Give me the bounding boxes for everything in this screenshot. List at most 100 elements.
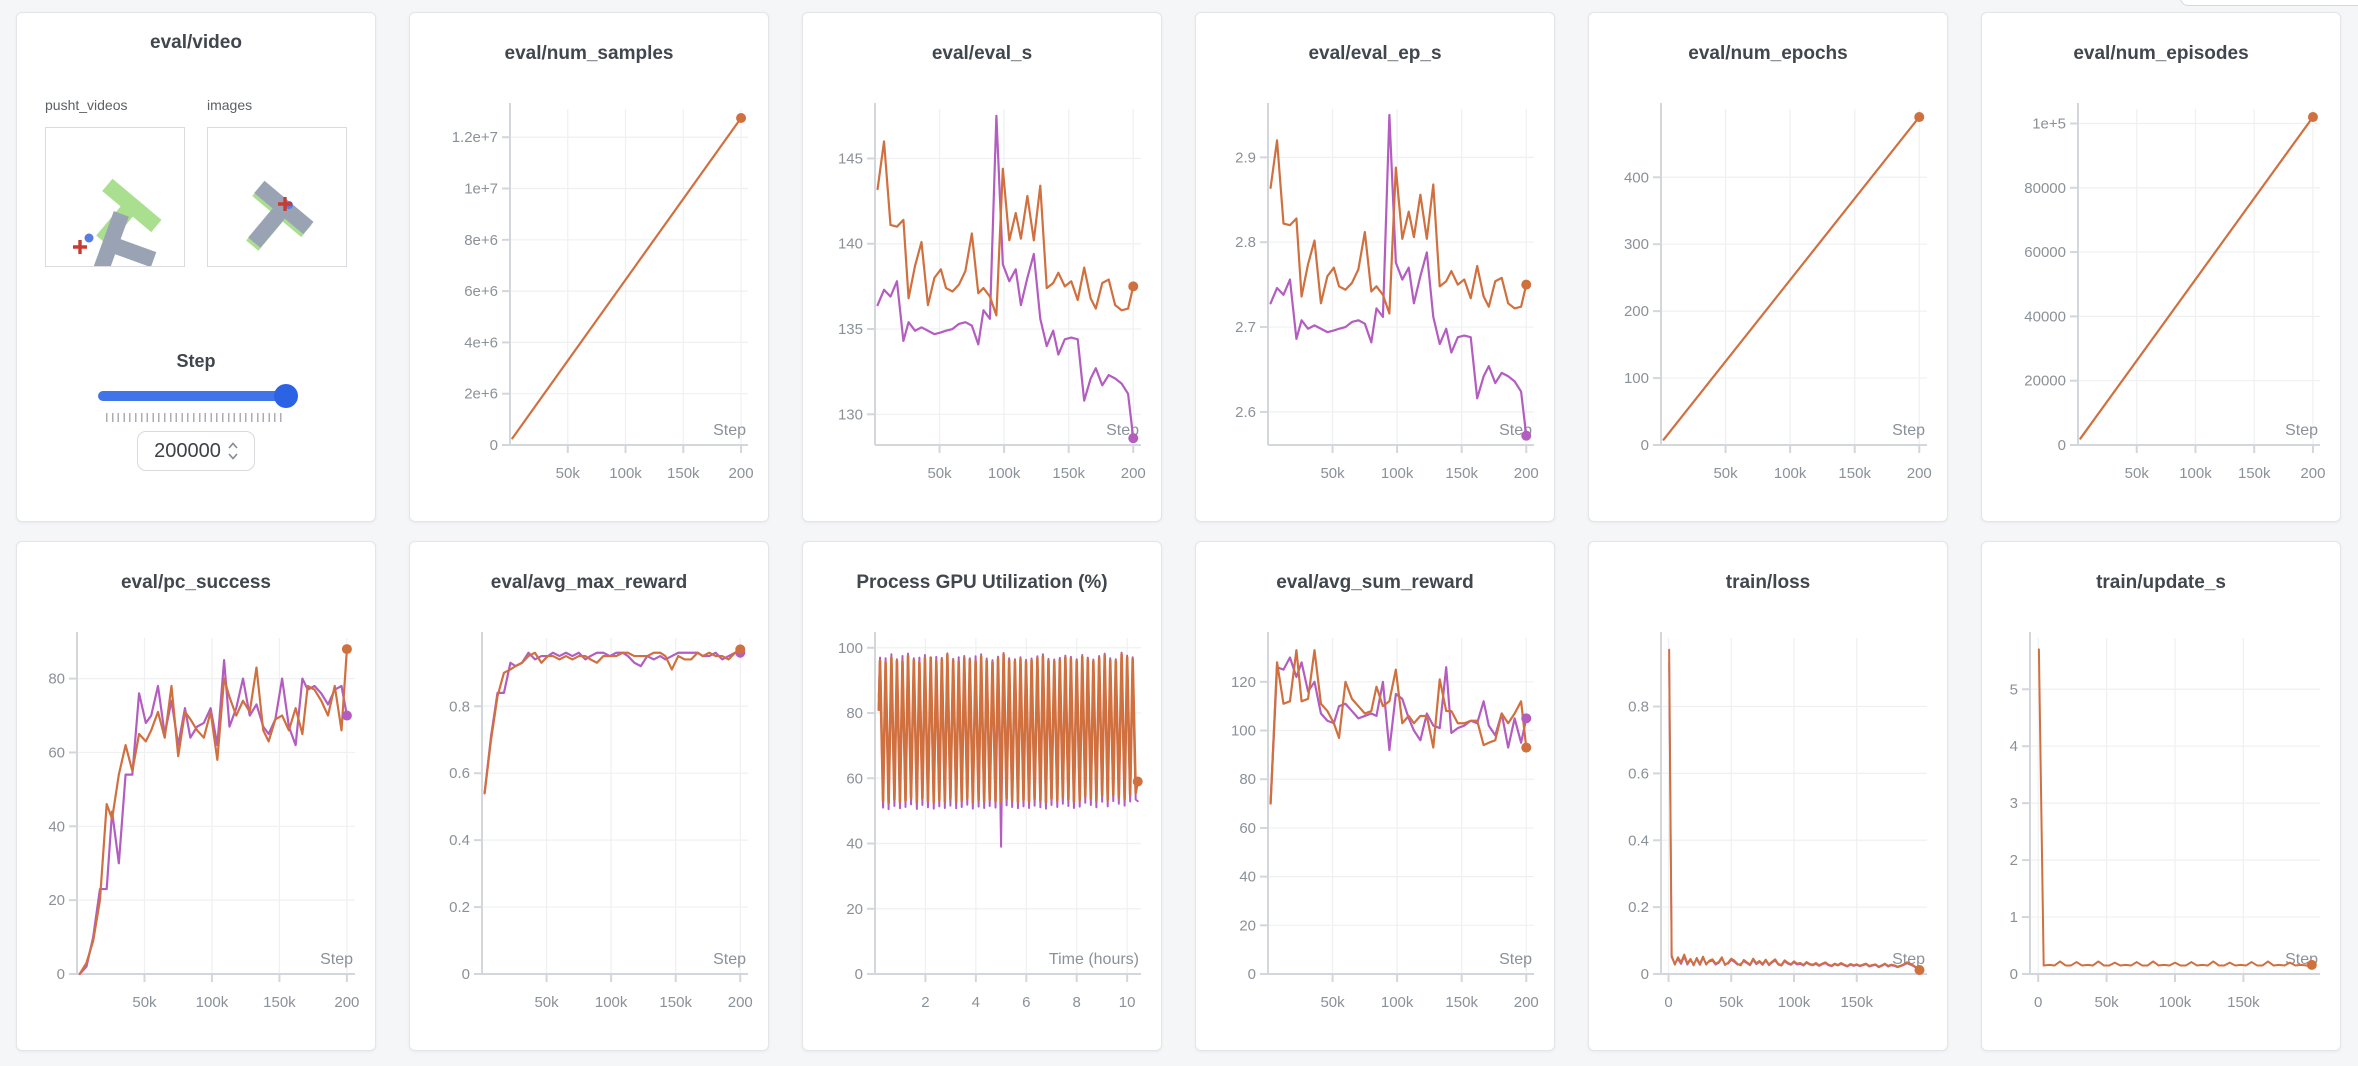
x-tick-label: 150k <box>1445 994 1478 1011</box>
slider-tick-ruler <box>106 413 286 422</box>
chart-eval-eval-s[interactable]: 50k 100k 150k 200 130 135 140 145 Step <box>803 95 1161 521</box>
x-tick-label: 200 <box>1907 465 1932 482</box>
chart-eval-eval-ep-s[interactable]: 50k 100k 150k 200 2.6 2.7 2.8 2.9 Step <box>1196 95 1554 521</box>
media-item-pusht-videos: pusht_videos <box>45 97 185 277</box>
chart-gpu-utilization[interactable]: 2 4 6 8 10 0 20 40 60 80 100 Time (hours) <box>803 624 1161 1050</box>
x-tick-label: 10 <box>1119 994 1136 1011</box>
chart-train-update-s[interactable]: 0 50k 100k 150k 0 1 2 3 4 5 Step <box>1982 624 2340 1050</box>
x-tick-label: 200 <box>1514 465 1539 482</box>
x-axis-label: Step <box>320 951 353 968</box>
gray-object-t-shape <box>248 180 314 248</box>
y-tick-label: 20 <box>846 901 863 918</box>
series-orange-run <box>2037 648 2313 967</box>
step-slider[interactable] <box>98 384 298 408</box>
x-tick-label: 150k <box>1838 465 1871 482</box>
chart-title: train/loss <box>1725 572 1811 593</box>
slider-knob[interactable] <box>274 384 298 408</box>
chart-eval-num-epochs[interactable]: 50k 100k 150k 200 0 100 200 300 400 Step <box>1589 95 1947 521</box>
y-tick-label: 8e+6 <box>464 232 498 249</box>
panel-eval-avg-sum-reward: eval/avg_sum_reward 50k 100k 150k 200 0 20 40 6… <box>1195 541 1555 1051</box>
x-axis-label: Step <box>713 951 746 968</box>
line-chart-svg[interactable]: 0 50k 100k 150k 0 0.2 0.4 0.6 0.8 Step <box>1589 624 1948 1050</box>
chart-title: eval/avg_max_reward <box>490 572 688 593</box>
x-tick-label: 0 <box>1664 994 1672 1011</box>
line-chart-svg[interactable]: 50k 100k 150k 200 0 20 40 60 80 100 120 Step <box>1196 624 1555 1050</box>
chart-eval-pc-success[interactable]: 50k 100k 150k 200 0 20 40 60 80 Step <box>17 624 375 1050</box>
chart-eval-avg-sum-reward[interactable]: 50k 100k 150k 200 0 20 40 60 80 100 120 Step <box>1196 624 1554 1050</box>
y-tick-label: 0 <box>462 966 470 983</box>
chart-title: eval/avg_sum_reward <box>1276 572 1474 593</box>
series-purple-run <box>483 651 742 795</box>
line-chart-svg[interactable]: 50k 100k 150k 200 0 20 40 60 80 Step <box>17 624 376 1050</box>
latest-point-dot-orange-run <box>736 112 747 123</box>
x-tick-label: 150k <box>263 994 296 1011</box>
x-tick-label: 6 <box>1022 994 1030 1011</box>
y-tick-label: 0 <box>1248 966 1256 983</box>
x-tick-label: 50k <box>2125 465 2150 482</box>
y-tick-label: 135 <box>838 321 863 338</box>
series-orange-run <box>1269 649 1528 805</box>
y-tick-label: 5 <box>2010 681 2018 698</box>
chart-title: eval/num_epochs <box>1688 43 1848 64</box>
chart-eval-avg-max-reward[interactable]: 50k 100k 150k 200 0 0.2 0.4 0.6 0.8 Step <box>410 624 768 1050</box>
line-chart-svg[interactable]: 50k 100k 150k 200 0 2e+6 4e+6 6e+6 8e+6 1e+7 1.2e+… <box>410 95 769 521</box>
y-tick-label: 20000 <box>2024 373 2066 390</box>
chart-title: train/update_s <box>2096 572 2226 593</box>
x-tick-label: 100k <box>1381 465 1414 482</box>
y-tick-label: 6e+6 <box>464 283 498 300</box>
y-tick-label: 40000 <box>2024 308 2066 325</box>
step-value: 200000 <box>154 439 221 462</box>
series-orange-run <box>1269 139 1528 315</box>
panel-eval-eval-ep-s: eval/eval_ep_s 50k 100k 150k 200 2.6 2.7 2.8 2.… <box>1195 12 1555 522</box>
pusht-videos-thumbnail[interactable] <box>45 127 185 277</box>
line-chart-svg[interactable]: 50k 100k 150k 200 0 100 200 300 400 Step <box>1589 95 1948 521</box>
y-tick-label: 0 <box>1641 437 1649 454</box>
y-tick-label: 120 <box>1231 674 1256 691</box>
x-tick-label: 100k <box>1774 465 1807 482</box>
y-tick-label: 0.4 <box>449 832 470 849</box>
panel-title: eval/video <box>150 32 242 53</box>
x-tick-label: 50k <box>1320 994 1345 1011</box>
y-tick-label: 0.2 <box>1628 899 1649 916</box>
chart-train-loss[interactable]: 0 50k 100k 150k 0 0.2 0.4 0.6 0.8 Step <box>1589 624 1947 1050</box>
goal-cross-marker <box>73 240 87 254</box>
goal-cross-marker <box>278 197 292 211</box>
x-axis-label: Step <box>1892 422 1925 439</box>
chart-title: eval/num_samples <box>504 43 674 64</box>
slider-track[interactable] <box>98 391 294 401</box>
panel-eval-eval-s: eval/eval_s 50k 100k 150k 200 130 135 140 145 St… <box>802 12 1162 522</box>
series-purple-run <box>78 659 349 976</box>
chart-title: Process GPU Utilization (%) <box>856 572 1108 593</box>
y-tick-label: 20 <box>48 892 65 909</box>
y-tick-label: 130 <box>838 406 863 423</box>
y-tick-label: 0.2 <box>449 899 470 916</box>
latest-point-dot-purple-run <box>1521 713 1532 724</box>
line-chart-svg[interactable]: 50k 100k 150k 200 0 20000 40000 60000 80000 1e+5 S… <box>1982 95 2341 521</box>
latest-point-dot-purple-run <box>1521 430 1532 441</box>
chart-eval-num-episodes[interactable]: 50k 100k 150k 200 0 20000 40000 60000 80000 1e+5 S… <box>1982 95 2340 521</box>
x-tick-label: 50k <box>534 994 559 1011</box>
series-orange-run <box>877 653 1140 805</box>
y-tick-label: 80000 <box>2024 180 2066 197</box>
step-number-input[interactable]: 200000 <box>137 431 255 471</box>
x-tick-label: 50k <box>1320 465 1345 482</box>
chart-eval-num-samples[interactable]: 50k 100k 150k 200 0 2e+6 4e+6 6e+6 8e+6 1e+7 1.2e+… <box>410 95 768 521</box>
y-tick-label: 1e+7 <box>464 181 498 198</box>
y-tick-label: 2.7 <box>1235 319 1256 336</box>
y-tick-label: 80 <box>1239 771 1256 788</box>
media-row: pusht_videos images <box>17 97 375 277</box>
images-thumbnail[interactable] <box>207 127 347 267</box>
stepper-arrows-icon[interactable] <box>228 440 238 462</box>
y-tick-label: 0.4 <box>1628 832 1649 849</box>
line-chart-svg[interactable]: 50k 100k 150k 200 0 0.2 0.4 0.6 0.8 Step <box>410 624 769 1050</box>
panel-eval-video: eval/video pusht_videos <box>16 12 376 522</box>
y-tick-label: 1.2e+7 <box>452 129 498 146</box>
step-slider-label: Step <box>176 351 216 371</box>
y-tick-label: 0.8 <box>449 698 470 715</box>
y-tick-label: 60000 <box>2024 244 2066 261</box>
chart-title: eval/num_episodes <box>2073 43 2249 64</box>
